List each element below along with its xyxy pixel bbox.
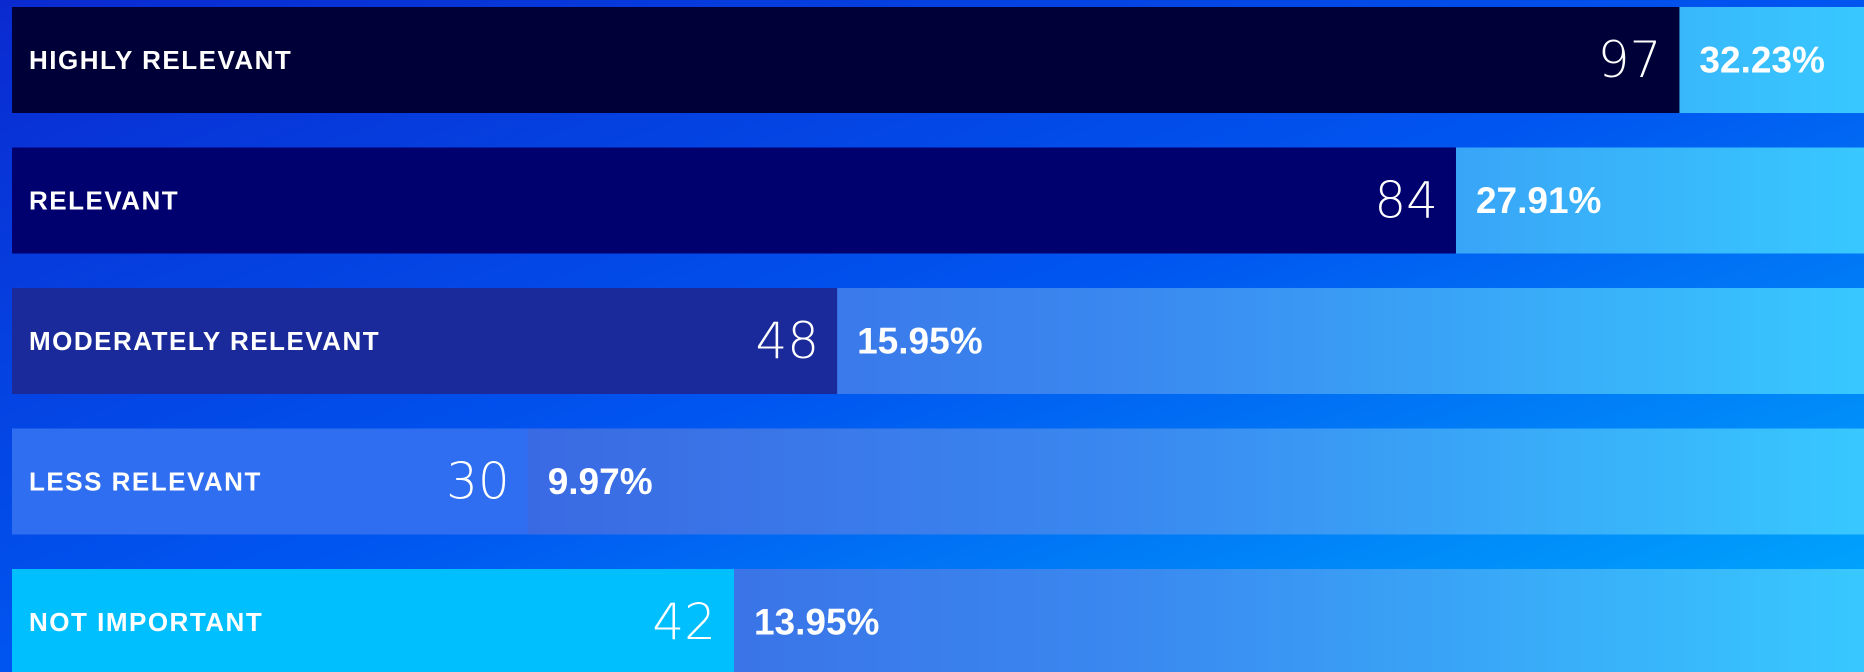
category-label: LESS RELEVANT: [29, 467, 262, 497]
percentage-label: 15.95%: [857, 321, 983, 362]
percentage-label: 13.95%: [754, 602, 880, 643]
percentage-label: 9.97%: [548, 461, 653, 502]
bar: [12, 288, 838, 394]
value-label: 48: [755, 312, 819, 370]
bar: [12, 147, 1456, 254]
category-label: NOT IMPORTANT: [29, 607, 263, 637]
bar: [12, 7, 1680, 113]
value-label: 42: [652, 593, 716, 651]
category-label: MODERATELY RELEVANT: [29, 326, 380, 356]
bars: HIGHLY RELEVANT 97 32.23% RELEVANT 84 27.91% M…: [12, 7, 1864, 672]
percentage-label: 27.91%: [1476, 180, 1602, 221]
bar: [12, 569, 734, 672]
bar: [12, 428, 528, 535]
value-label: 97: [1598, 31, 1662, 89]
value-label: 84: [1374, 172, 1438, 230]
percentage-label: 32.23%: [1699, 40, 1825, 81]
category-label: HIGHLY RELEVANT: [29, 45, 292, 75]
category-label: RELEVANT: [29, 186, 179, 216]
value-label: 30: [446, 453, 510, 511]
